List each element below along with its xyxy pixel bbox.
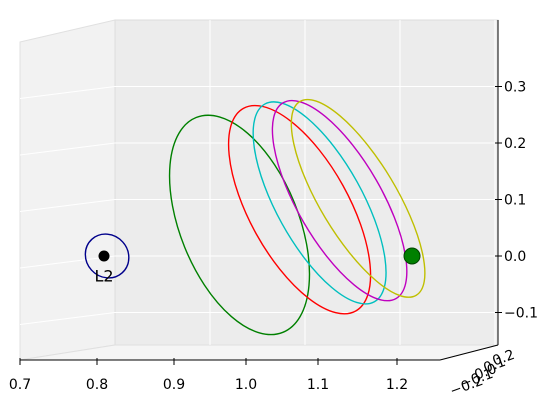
z-axis-ticks: −0.1 0.0 0.1 0.2 0.3 (495, 80, 538, 322)
orbit-5 (271, 99, 408, 302)
z-tick-label: 0.3 (504, 80, 526, 96)
x-tick-label: 1.0 (235, 377, 257, 393)
orbit-1 (84, 233, 130, 279)
x-tick-label: 0.8 (86, 377, 108, 393)
grid-line-left-wall (19, 312, 116, 325)
y-axis-line (439, 344, 499, 361)
grid-line-left-wall (19, 142, 116, 156)
left-wall-pane (19, 19, 116, 361)
z-tick-label: 0.0 (504, 249, 526, 265)
point-secondary-body (403, 247, 421, 265)
lagrange-points: L2L1 (94, 247, 421, 285)
y-tick-label: 0.2 (490, 347, 516, 370)
x-tick-label: 0.9 (163, 377, 185, 393)
z-tick-label: 0.1 (504, 193, 526, 209)
orbit-4 (252, 101, 387, 305)
grid-line-left-wall (19, 86, 116, 99)
point-l2 (98, 250, 110, 262)
orbit-2 (168, 114, 311, 336)
y-tick-label: 0.0 (472, 361, 498, 384)
orbit-6 (290, 98, 426, 298)
x-tick-label: 1.1 (307, 377, 329, 393)
z-tick-label: −0.1 (504, 306, 538, 322)
x-axis-ticks: 0.7 0.8 0.9 1.0 1.1 1.2 (9, 358, 408, 393)
orbit-3 (227, 104, 372, 315)
y-tick-label: 0.1 (481, 354, 507, 377)
x-tick-label: 1.2 (386, 377, 408, 393)
grid-line-left-wall (19, 199, 116, 212)
x-tick-label: 0.7 (9, 377, 31, 393)
grid-lines (19, 20, 498, 345)
orbit-series (84, 98, 426, 336)
point-label-l2: L2 (94, 266, 113, 285)
z-tick-label: 0.2 (504, 136, 526, 152)
